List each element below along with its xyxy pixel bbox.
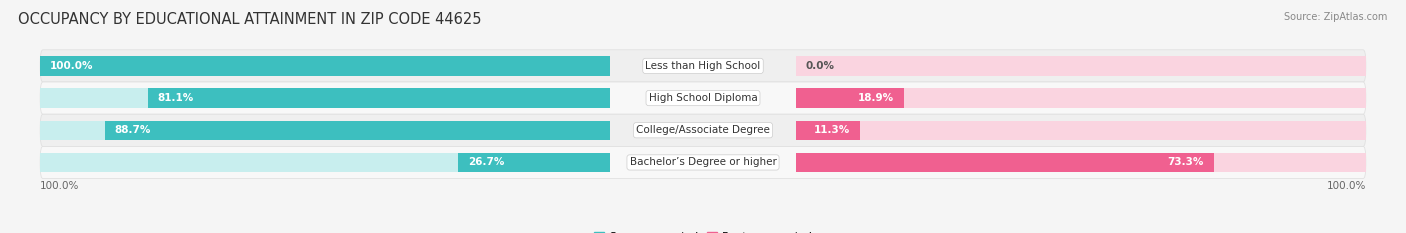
- FancyBboxPatch shape: [41, 114, 1365, 146]
- Bar: [458, 153, 610, 172]
- Bar: [41, 153, 610, 172]
- Text: Bachelor’s Degree or higher: Bachelor’s Degree or higher: [630, 158, 776, 168]
- Bar: [41, 121, 610, 140]
- Text: Source: ZipAtlas.com: Source: ZipAtlas.com: [1284, 12, 1388, 22]
- Bar: [104, 121, 610, 140]
- Text: High School Diploma: High School Diploma: [648, 93, 758, 103]
- Text: 18.9%: 18.9%: [858, 93, 894, 103]
- Bar: [796, 89, 1365, 108]
- Text: 88.7%: 88.7%: [114, 125, 150, 135]
- Text: 26.7%: 26.7%: [468, 158, 505, 168]
- Bar: [796, 56, 1365, 75]
- FancyBboxPatch shape: [41, 146, 1365, 178]
- Text: 100.0%: 100.0%: [1326, 181, 1365, 191]
- Bar: [796, 153, 1213, 172]
- Text: Less than High School: Less than High School: [645, 61, 761, 71]
- Bar: [796, 121, 860, 140]
- Text: OCCUPANCY BY EDUCATIONAL ATTAINMENT IN ZIP CODE 44625: OCCUPANCY BY EDUCATIONAL ATTAINMENT IN Z…: [18, 12, 482, 27]
- FancyBboxPatch shape: [41, 82, 1365, 114]
- Bar: [796, 121, 1365, 140]
- Bar: [148, 89, 610, 108]
- FancyBboxPatch shape: [41, 50, 1365, 82]
- Text: 81.1%: 81.1%: [157, 93, 194, 103]
- Bar: [41, 89, 610, 108]
- Bar: [41, 56, 610, 75]
- Text: 0.0%: 0.0%: [806, 61, 835, 71]
- Text: 100.0%: 100.0%: [51, 61, 94, 71]
- Bar: [796, 89, 904, 108]
- Bar: [796, 153, 1365, 172]
- Bar: [41, 56, 610, 75]
- Text: 100.0%: 100.0%: [41, 181, 80, 191]
- Text: 73.3%: 73.3%: [1167, 158, 1204, 168]
- Legend: Owner-occupied, Renter-occupied: Owner-occupied, Renter-occupied: [589, 228, 817, 233]
- Text: 11.3%: 11.3%: [814, 125, 851, 135]
- Text: College/Associate Degree: College/Associate Degree: [636, 125, 770, 135]
